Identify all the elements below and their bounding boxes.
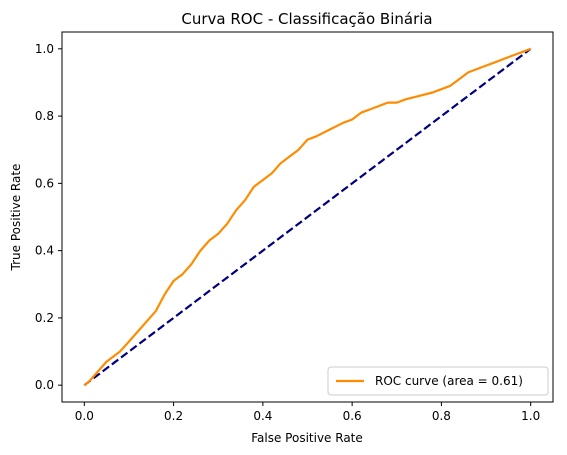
y-axis-label: True Positive Rate: [9, 164, 23, 272]
x-tick-label: 0.8: [432, 409, 451, 423]
x-tick-label: 0.4: [253, 409, 272, 423]
y-tick-label: 0.0: [35, 378, 54, 392]
legend-box: [327, 366, 549, 396]
plot-area: [61, 31, 554, 403]
x-tick-label: 0.2: [164, 409, 183, 423]
x-tick-label: 0.6: [343, 409, 362, 423]
legend-label: ROC curve (area = 0.61): [375, 374, 523, 388]
series-layer: [83, 47, 532, 387]
x-tick-label: 0.0: [75, 409, 94, 423]
y-tick-label: 1.0: [35, 42, 54, 56]
x-axis: 0.0 0.2 0.4 0.6 0.8 1.0: [75, 402, 540, 423]
y-tick-label: 0.2: [35, 311, 54, 325]
y-axis: 0.0 0.2 0.4 0.6 0.8 1.0: [35, 42, 62, 392]
x-axis-label: False Positive Rate: [251, 431, 363, 445]
x-tick-label: 1.0: [521, 409, 540, 423]
y-tick-label: 0.6: [35, 176, 54, 190]
random-baseline-line: [83, 47, 532, 387]
chart-title: Curva ROC - Classificação Binária: [181, 10, 432, 28]
legend: ROC curve (area = 0.61): [327, 366, 549, 396]
y-tick-label: 0.4: [35, 244, 54, 258]
y-tick-label: 0.8: [35, 109, 54, 123]
roc-curve-line: [83, 47, 532, 387]
